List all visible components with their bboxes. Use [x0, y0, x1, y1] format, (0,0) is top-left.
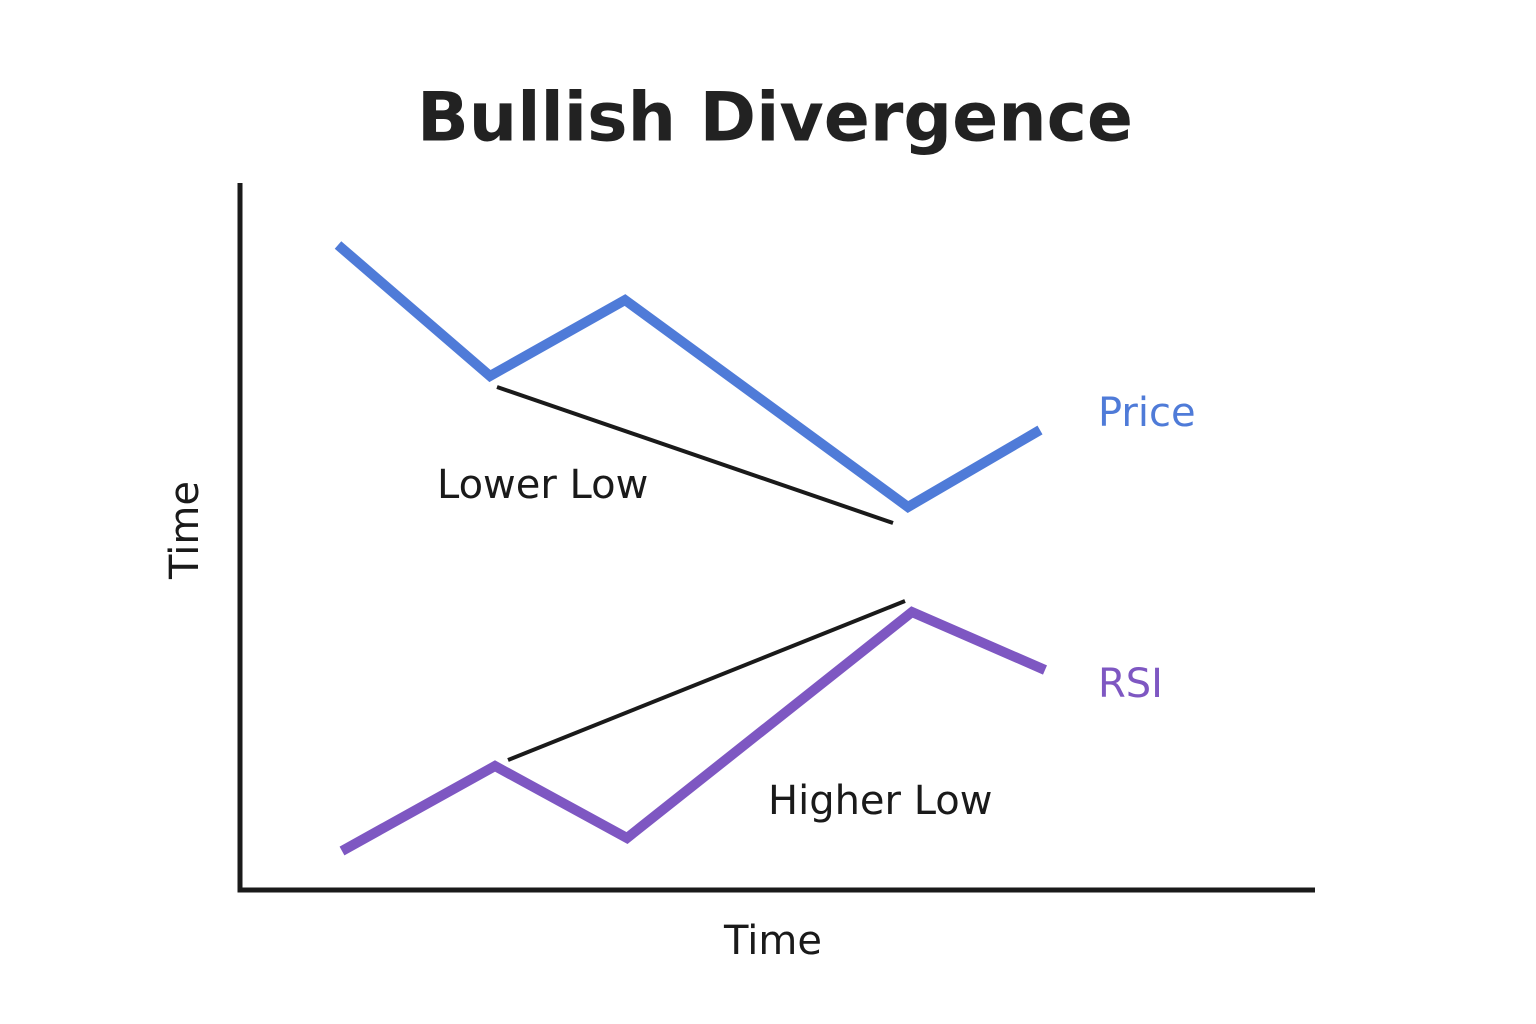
price-label: Price	[1098, 390, 1196, 436]
price-line	[334, 241, 1043, 513]
axes	[237, 183, 1315, 893]
y-axis-label: Time	[162, 481, 208, 580]
annotation: Higher Low	[768, 778, 992, 824]
x-axis-label: Time	[723, 918, 822, 964]
lower-low-trendline	[496, 385, 894, 525]
rsi-label: RSI	[1098, 661, 1163, 707]
title: Bullish Divergence	[417, 79, 1133, 158]
annotation: Lower Low	[437, 462, 648, 508]
rsi-line	[339, 606, 1047, 856]
higher-low-trendline	[507, 599, 906, 762]
